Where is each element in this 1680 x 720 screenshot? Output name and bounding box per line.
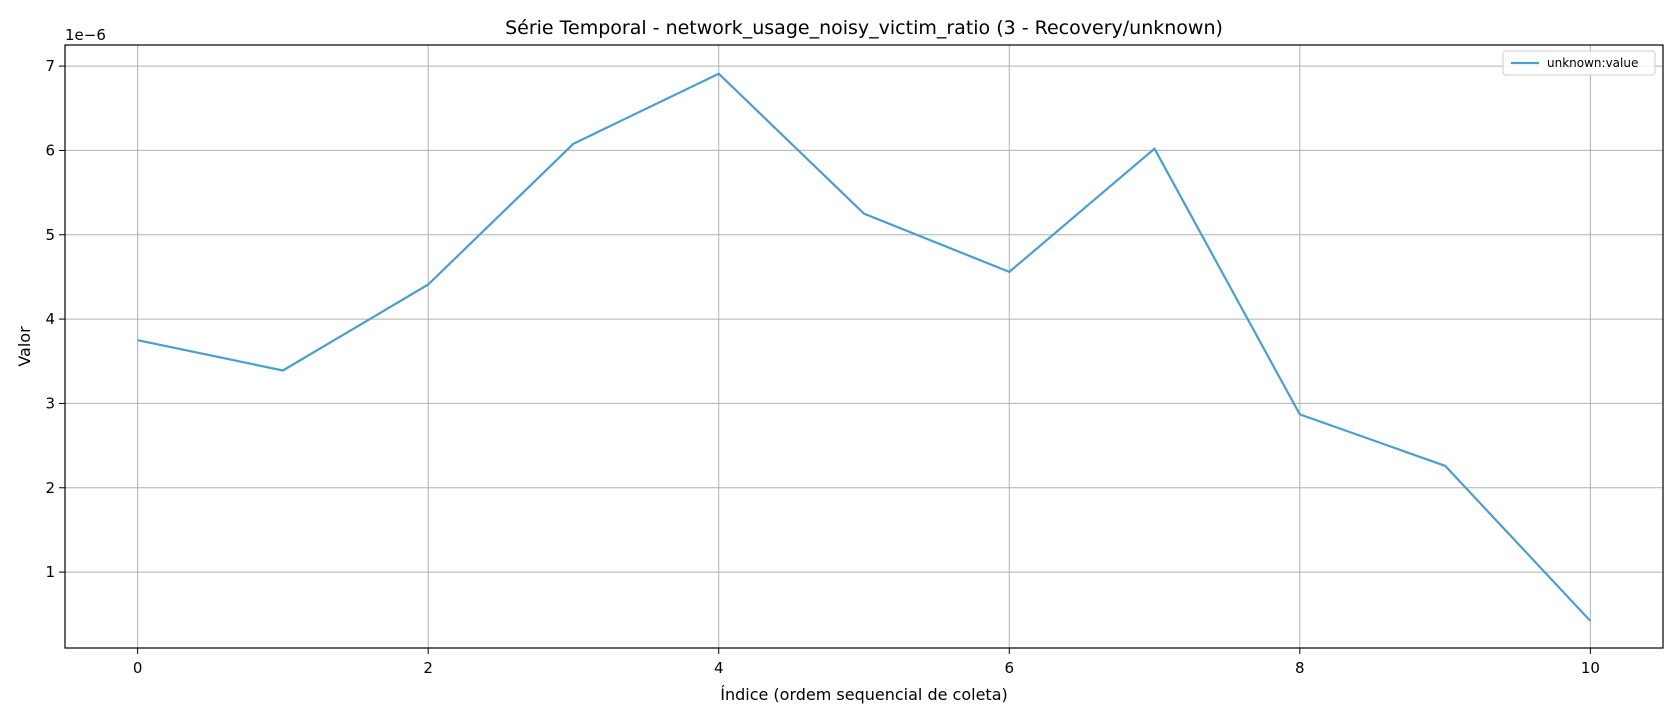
y-tick-label: 1	[45, 563, 55, 581]
x-tick-label: 6	[1004, 659, 1014, 677]
y-tick-label: 4	[45, 310, 55, 328]
legend-box	[1502, 50, 1656, 76]
x-tick-label: 8	[1295, 659, 1305, 677]
y-tick-label: 2	[45, 479, 55, 497]
series-layer	[137, 72, 1592, 622]
x-tick-label: 2	[423, 659, 433, 677]
y-axis-label: Valor	[15, 326, 34, 367]
y-tick-label: 7	[45, 57, 55, 75]
x-axis-label: Índice (ordem sequencial de coleta)	[720, 685, 1008, 704]
chart-title: Série Temporal - network_usage_noisy_vic…	[505, 17, 1223, 39]
y-axis-offset-label: 1e−6	[65, 26, 106, 44]
series-line	[137, 72, 1592, 622]
x-tick-label: 0	[133, 659, 143, 677]
plot-frame	[64, 44, 1664, 649]
legend: unknown:value	[1502, 50, 1656, 76]
y-tick-label: 3	[45, 394, 55, 412]
x-tick-label: 10	[1581, 659, 1600, 677]
legend-label: unknown:value	[1547, 56, 1638, 70]
grid	[65, 45, 1663, 648]
x-tick-label: 4	[714, 659, 724, 677]
y-tick-label: 5	[45, 226, 55, 244]
y-tick-label: 6	[45, 141, 55, 159]
